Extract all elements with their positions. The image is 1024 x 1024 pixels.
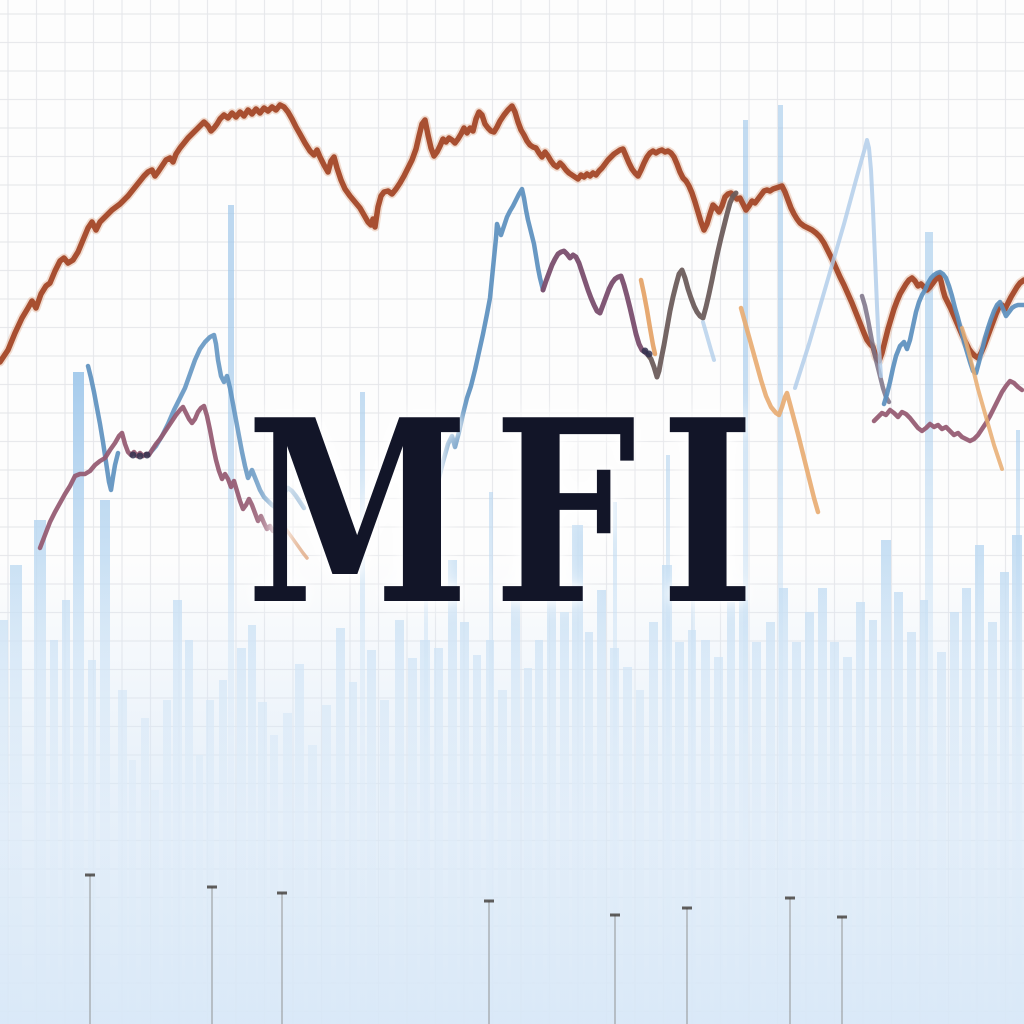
slate-center-ascent xyxy=(645,190,739,380)
axis-tick-lines xyxy=(85,873,847,1024)
orange-segment-1 xyxy=(638,277,658,357)
paleblue-short xyxy=(701,320,716,362)
slate-right-descent xyxy=(859,293,892,405)
page-title: MFI xyxy=(246,365,779,661)
knot-dots xyxy=(129,347,653,460)
purple-center xyxy=(540,248,651,358)
orange-segment-2 xyxy=(738,305,821,515)
paleblue-diagonal-spike xyxy=(793,138,883,390)
bottom-haze xyxy=(0,560,1024,1024)
blue-left-descent xyxy=(85,363,121,493)
mauve-right xyxy=(871,378,1024,444)
line-series xyxy=(0,100,1024,560)
blue-center-mountain xyxy=(425,186,546,525)
blue-left-ascent xyxy=(147,332,307,511)
orange-segment-3 xyxy=(960,326,1004,471)
orange-segment-4 xyxy=(276,516,309,560)
mauve-left xyxy=(37,403,276,551)
blue-right xyxy=(881,269,1024,407)
